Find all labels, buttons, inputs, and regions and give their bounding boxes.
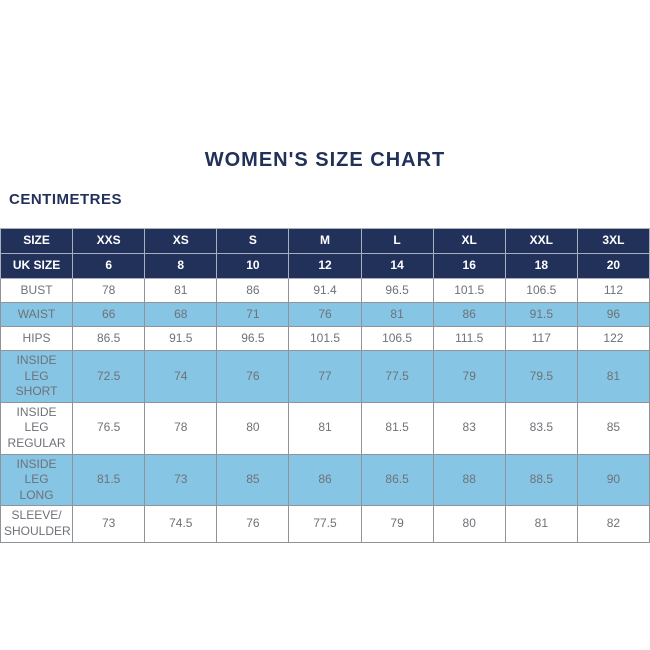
table-row-header-0: SIZE XXS XS S M L XL XXL 3XL <box>0 228 650 254</box>
value-cell: 83 <box>432 401 506 455</box>
size-table-body: SIZE XXS XS S M L XL XXL 3XL UK SIZE 6 8 10 12 14 16 18 2… <box>0 228 650 543</box>
table-row-data-3: INSIDE LEG SHORT 72.5 74 76 77 77.5 79 79.5 81 <box>0 350 650 403</box>
value-cell: 14 <box>360 253 434 279</box>
row-label-cell: SLEEVE/ SHOULDER <box>0 505 74 543</box>
value-cell: 81.5 <box>72 453 146 507</box>
value-cell: 73 <box>144 453 218 507</box>
value-cell: 66 <box>72 302 146 327</box>
value-cell: 88 <box>432 453 506 507</box>
value-cell: 77 <box>288 350 362 403</box>
value-cell: 101.5 <box>432 278 506 303</box>
value-cell: 78 <box>144 401 218 455</box>
table-row-data-6: SLEEVE/ SHOULDER 73 74.5 76 77.5 79 80 81 82 <box>0 505 650 543</box>
value-cell: 86 <box>432 302 506 327</box>
value-cell: 20 <box>576 253 650 279</box>
row-label-cell: WAIST <box>0 302 74 327</box>
table-row-header-1: UK SIZE 6 8 10 12 14 16 18 20 <box>0 253 650 279</box>
value-cell: 101.5 <box>288 326 362 351</box>
value-cell: 16 <box>432 253 506 279</box>
value-cell: 86.5 <box>72 326 146 351</box>
value-cell: 73 <box>72 505 146 543</box>
value-cell: 77.5 <box>288 505 362 543</box>
value-cell: 74.5 <box>144 505 218 543</box>
value-cell: XS <box>144 228 218 254</box>
value-cell: 112 <box>576 278 650 303</box>
value-cell: XL <box>432 228 506 254</box>
value-cell: 83.5 <box>504 401 578 455</box>
value-cell: 78 <box>72 278 146 303</box>
value-cell: 8 <box>144 253 218 279</box>
value-cell: 96.5 <box>216 326 290 351</box>
value-cell: 88.5 <box>504 453 578 507</box>
value-cell: 96.5 <box>360 278 434 303</box>
size-table: SIZE XXS XS S M L XL XXL 3XL UK SIZE 6 8 10 12 14 16 18 2… <box>0 228 650 543</box>
row-label-cell: SIZE <box>0 228 74 254</box>
value-cell: 90 <box>576 453 650 507</box>
value-cell: 86 <box>288 453 362 507</box>
row-label-cell: INSIDE LEG LONG <box>0 453 74 507</box>
value-cell: 74 <box>144 350 218 403</box>
table-row-data-2: HIPS 86.5 91.5 96.5 101.5 106.5 111.5 117 122 <box>0 326 650 351</box>
value-cell: XXL <box>504 228 578 254</box>
value-cell: M <box>288 228 362 254</box>
value-cell: 10 <box>216 253 290 279</box>
value-cell: 86.5 <box>360 453 434 507</box>
unit-label: CENTIMETRES <box>9 191 123 208</box>
value-cell: 91.4 <box>288 278 362 303</box>
value-cell: S <box>216 228 290 254</box>
value-cell: 79 <box>432 350 506 403</box>
value-cell: L <box>360 228 434 254</box>
value-cell: 68 <box>144 302 218 327</box>
value-cell: 81.5 <box>360 401 434 455</box>
value-cell: 81 <box>144 278 218 303</box>
value-cell: 3XL <box>576 228 650 254</box>
value-cell: 71 <box>216 302 290 327</box>
value-cell: 76 <box>216 505 290 543</box>
value-cell: 111.5 <box>432 326 506 351</box>
value-cell: 79 <box>360 505 434 543</box>
row-label-cell: HIPS <box>0 326 74 351</box>
value-cell: 86 <box>216 278 290 303</box>
value-cell: 18 <box>504 253 578 279</box>
value-cell: 85 <box>576 401 650 455</box>
value-cell: 91.5 <box>144 326 218 351</box>
value-cell: XXS <box>72 228 146 254</box>
value-cell: 12 <box>288 253 362 279</box>
table-row-data-4: INSIDE LEG REGULAR 76.5 78 80 81 81.5 83 83.5 85 <box>0 401 650 455</box>
table-row-data-0: BUST 78 81 86 91.4 96.5 101.5 106.5 112 <box>0 278 650 303</box>
value-cell: 76 <box>216 350 290 403</box>
value-cell: 82 <box>576 505 650 543</box>
value-cell: 122 <box>576 326 650 351</box>
row-label-cell: INSIDE LEG REGULAR <box>0 401 74 455</box>
value-cell: 79.5 <box>504 350 578 403</box>
value-cell: 80 <box>216 401 290 455</box>
value-cell: 76 <box>288 302 362 327</box>
table-row-data-1: WAIST 66 68 71 76 81 86 91.5 96 <box>0 302 650 327</box>
value-cell: 80 <box>432 505 506 543</box>
value-cell: 76.5 <box>72 401 146 455</box>
value-cell: 81 <box>504 505 578 543</box>
row-label-cell: INSIDE LEG SHORT <box>0 350 74 403</box>
value-cell: 85 <box>216 453 290 507</box>
table-row-data-5: INSIDE LEG LONG 81.5 73 85 86 86.5 88 88.5 90 <box>0 453 650 507</box>
value-cell: 106.5 <box>360 326 434 351</box>
page-title: WOMEN'S SIZE CHART <box>204 149 446 171</box>
value-cell: 81 <box>360 302 434 327</box>
row-label-cell: BUST <box>0 278 74 303</box>
value-cell: 106.5 <box>504 278 578 303</box>
value-cell: 96 <box>576 302 650 327</box>
value-cell: 81 <box>576 350 650 403</box>
value-cell: 6 <box>72 253 146 279</box>
value-cell: 91.5 <box>504 302 578 327</box>
value-cell: 81 <box>288 401 362 455</box>
value-cell: 77.5 <box>360 350 434 403</box>
value-cell: 117 <box>504 326 578 351</box>
row-label-cell: UK SIZE <box>0 253 74 279</box>
value-cell: 72.5 <box>72 350 146 403</box>
